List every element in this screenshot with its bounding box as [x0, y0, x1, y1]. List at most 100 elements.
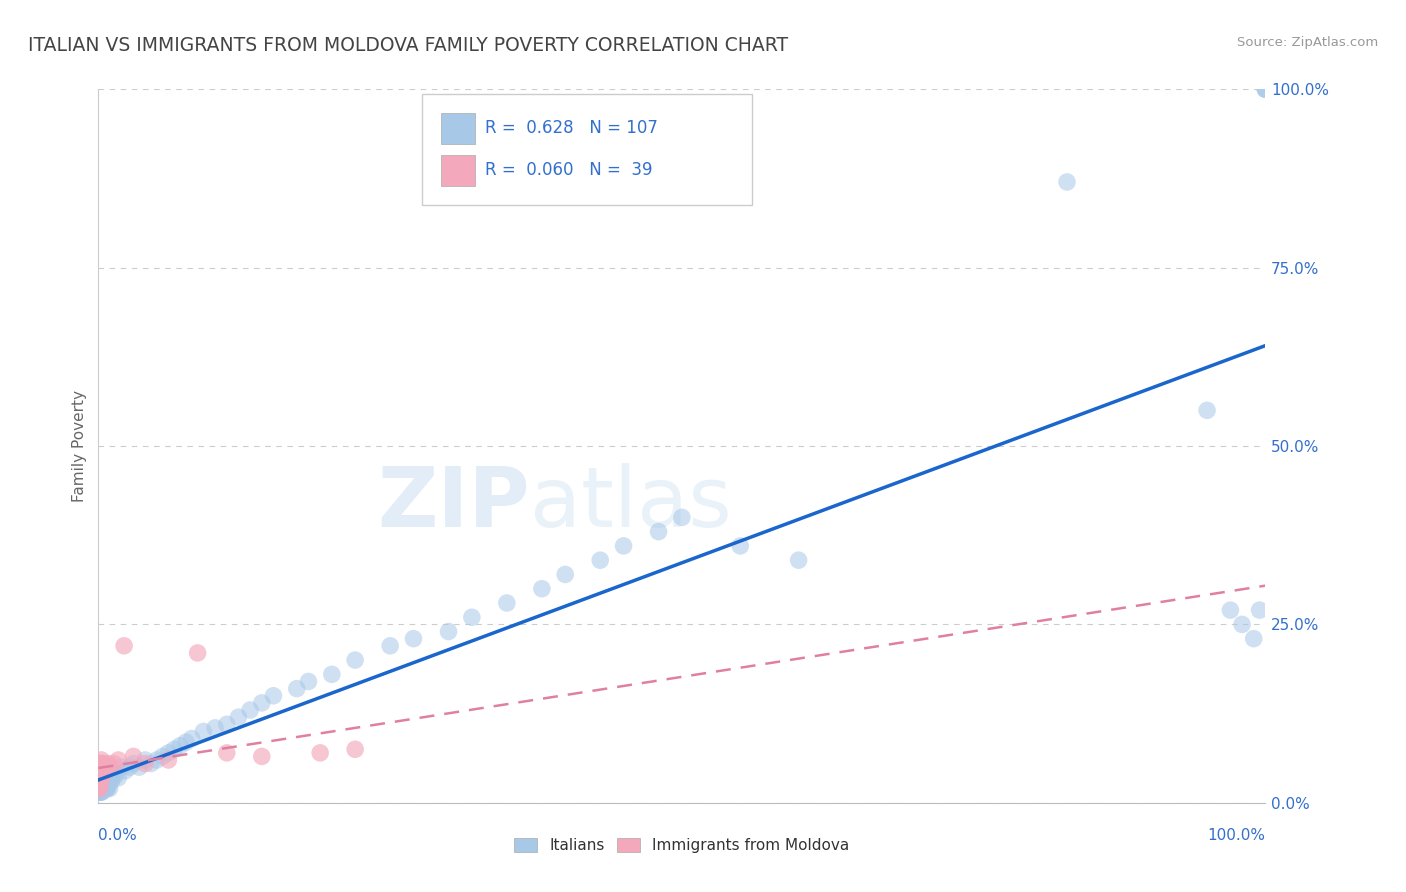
- Point: [1243, 632, 1265, 646]
- Point: [157, 746, 180, 760]
- Point: [97, 774, 120, 789]
- Point: [89, 760, 111, 774]
- Point: [90, 764, 112, 778]
- Point: [1056, 175, 1078, 189]
- Point: [93, 771, 115, 785]
- Point: [239, 703, 262, 717]
- Legend: Italians, Immigrants from Moldova: Italians, Immigrants from Moldova: [508, 831, 856, 859]
- Point: [97, 778, 120, 792]
- Point: [285, 681, 308, 696]
- Point: [91, 778, 114, 792]
- Point: [89, 781, 111, 796]
- Point: [89, 771, 111, 785]
- Point: [89, 771, 111, 785]
- Point: [122, 756, 145, 771]
- Text: R =  0.060   N =  39: R = 0.060 N = 39: [485, 161, 652, 179]
- Point: [89, 778, 111, 792]
- Point: [163, 742, 186, 756]
- Point: [87, 774, 110, 789]
- Point: [89, 774, 111, 789]
- Point: [122, 749, 145, 764]
- Point: [89, 771, 111, 785]
- Point: [89, 774, 111, 789]
- Point: [98, 781, 121, 796]
- Point: [530, 582, 553, 596]
- Point: [89, 767, 111, 781]
- Point: [89, 778, 111, 792]
- Point: [100, 774, 122, 789]
- Point: [89, 781, 111, 796]
- Point: [344, 653, 367, 667]
- Point: [180, 731, 202, 746]
- Point: [309, 746, 332, 760]
- Point: [111, 760, 134, 774]
- Point: [1254, 82, 1277, 96]
- Point: [91, 771, 114, 785]
- Point: [87, 781, 110, 796]
- Point: [89, 778, 111, 792]
- Point: [93, 781, 115, 796]
- Point: [215, 746, 238, 760]
- Point: [96, 781, 118, 796]
- Point: [89, 774, 111, 789]
- Point: [107, 753, 129, 767]
- Text: ZIP: ZIP: [378, 463, 530, 543]
- Point: [134, 753, 156, 767]
- Point: [250, 749, 273, 764]
- Point: [91, 756, 114, 771]
- Point: [134, 756, 156, 771]
- Point: [118, 760, 141, 774]
- Point: [87, 778, 110, 792]
- Point: [139, 756, 162, 771]
- Point: [91, 767, 114, 781]
- Point: [344, 742, 367, 756]
- Point: [90, 781, 112, 796]
- Point: [89, 767, 111, 781]
- Point: [87, 771, 110, 785]
- Point: [89, 767, 111, 781]
- Point: [90, 781, 112, 796]
- Point: [89, 781, 111, 796]
- Point: [89, 785, 111, 799]
- Point: [554, 567, 576, 582]
- Point: [1230, 617, 1253, 632]
- Point: [589, 553, 612, 567]
- Point: [228, 710, 250, 724]
- Point: [90, 785, 112, 799]
- Point: [89, 756, 111, 771]
- Point: [114, 764, 136, 778]
- Point: [87, 781, 110, 796]
- Point: [612, 539, 634, 553]
- Point: [380, 639, 402, 653]
- Point: [193, 724, 215, 739]
- Point: [1254, 82, 1277, 96]
- Point: [90, 778, 112, 792]
- Point: [93, 760, 115, 774]
- Point: [94, 774, 117, 789]
- Point: [89, 785, 111, 799]
- Point: [437, 624, 460, 639]
- Point: [94, 778, 117, 792]
- Point: [96, 774, 118, 789]
- Point: [730, 539, 752, 553]
- Text: atlas: atlas: [530, 463, 733, 543]
- Point: [128, 760, 150, 774]
- Point: [250, 696, 273, 710]
- Point: [89, 771, 111, 785]
- Point: [787, 553, 810, 567]
- Point: [89, 760, 111, 774]
- Point: [112, 639, 135, 653]
- Point: [90, 781, 112, 796]
- Point: [89, 778, 111, 792]
- Point: [90, 771, 112, 785]
- Point: [647, 524, 669, 539]
- Point: [96, 771, 118, 785]
- Point: [91, 781, 114, 796]
- Point: [104, 767, 127, 781]
- Point: [90, 785, 112, 799]
- Point: [671, 510, 693, 524]
- Point: [90, 774, 112, 789]
- Point: [169, 739, 191, 753]
- Point: [91, 774, 114, 789]
- Point: [89, 781, 111, 796]
